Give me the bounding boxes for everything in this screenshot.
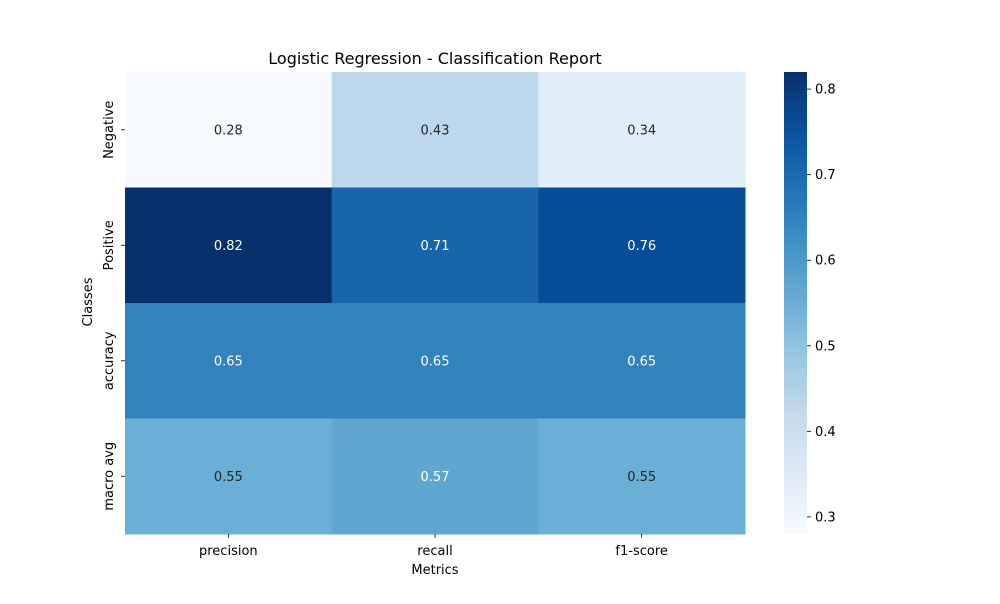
- cell-value-label: 0.65: [421, 354, 450, 369]
- y-axis-ticks: Negative Positive accuracy macro avg: [102, 101, 125, 511]
- y-tick-label: Positive: [102, 220, 117, 270]
- heatmap-cell: [331, 418, 539, 535]
- chart-title: Logistic Regression - Classification Rep…: [268, 49, 601, 68]
- colorbar-tick-label: 0.7: [815, 168, 836, 183]
- x-axis-label: Metrics: [411, 563, 458, 578]
- heatmap-cell-labels: 0.28 0.43 0.34 0.82 0.71 0.76 0.65 0.65 0.65 0.55…: [214, 123, 656, 485]
- colorbar-tick-label: 0.3: [815, 510, 836, 525]
- heatmap-cell: [538, 418, 746, 535]
- cell-value-label: 0.65: [627, 354, 656, 369]
- colorbar-tick-label: 0.6: [815, 254, 836, 269]
- colorbar-tick-label: 0.4: [815, 425, 836, 440]
- cell-value-label: 0.57: [421, 470, 450, 485]
- x-tick-label: precision: [199, 544, 258, 559]
- cell-value-label: 0.65: [214, 354, 243, 369]
- x-axis-ticks: precision recall f1-score: [199, 534, 668, 559]
- heatmap-cell: [125, 72, 333, 188]
- heatmap-cell: [538, 187, 746, 304]
- y-tick-label: macro avg: [102, 442, 117, 511]
- heatmap-cell: [331, 72, 539, 188]
- cell-value-label: 0.76: [627, 239, 656, 254]
- y-tick-label: Negative: [102, 101, 117, 159]
- heatmap-cell: [331, 187, 539, 304]
- y-axis-label: Classes: [81, 277, 96, 326]
- heatmap-cell: [125, 187, 333, 304]
- cell-value-label: 0.55: [214, 470, 243, 485]
- heatmap-cell: [331, 303, 539, 419]
- cell-value-label: 0.82: [214, 239, 243, 254]
- x-tick-label: f1-score: [615, 544, 667, 559]
- cell-value-label: 0.71: [421, 239, 450, 254]
- cell-value-label: 0.34: [627, 123, 656, 138]
- heatmap-cell: [125, 418, 333, 535]
- heatmap-cells: [125, 72, 746, 535]
- colorbar: [784, 72, 807, 534]
- colorbar-tick-label: 0.8: [815, 83, 836, 98]
- y-tick-label: accuracy: [102, 331, 117, 390]
- heatmap-cell: [538, 303, 746, 419]
- colorbar-tick-label: 0.5: [815, 339, 836, 354]
- colorbar-ticks: 0.3 0.4 0.5 0.6 0.7 0.8: [807, 83, 836, 525]
- cell-value-label: 0.43: [421, 123, 450, 138]
- cell-value-label: 0.55: [627, 470, 656, 485]
- heatmap-cell: [538, 72, 746, 188]
- x-tick-label: recall: [417, 544, 452, 559]
- heatmap-cell: [125, 303, 333, 419]
- cell-value-label: 0.28: [214, 123, 243, 138]
